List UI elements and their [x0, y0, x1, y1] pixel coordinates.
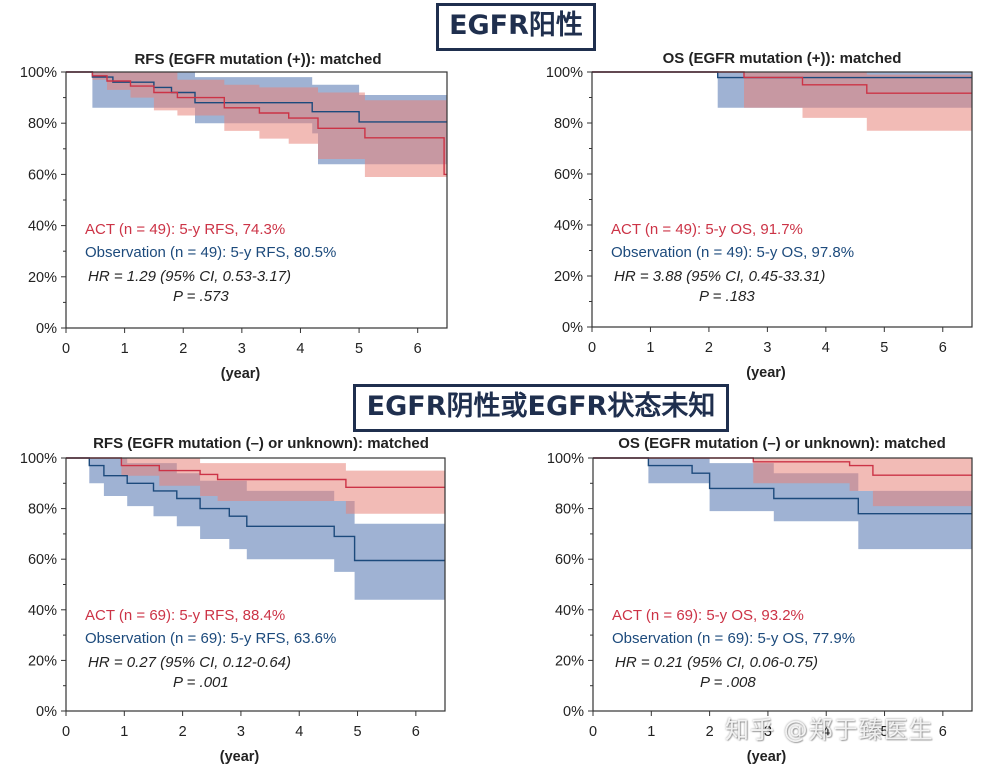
p-value: P = .573 — [173, 288, 229, 305]
x-tick-label: 0 — [62, 724, 70, 740]
observation-ci-band — [593, 458, 972, 550]
hazard-ratio: HR = 1.29 (95% CI, 0.53-3.17) — [88, 268, 291, 285]
x-tick-label: 2 — [706, 724, 714, 740]
chart-os_neg: OS (EGFR mutation (–) or unknown): match… — [547, 435, 973, 765]
chart-title: OS (EGFR mutation (–) or unknown): match… — [618, 435, 946, 452]
egfr-positive-heading: EGFR阳性 — [436, 3, 596, 51]
y-tick-label: 20% — [28, 270, 57, 286]
act-survival-line — [66, 457, 445, 488]
y-tick-label: 40% — [555, 603, 584, 619]
x-tick-label: 4 — [822, 724, 830, 740]
x-tick-label: 3 — [764, 724, 772, 740]
act-survival-line — [66, 71, 447, 176]
observation-ci-band — [66, 458, 445, 600]
x-tick-label: 0 — [62, 341, 70, 357]
observation-survival-line — [66, 457, 445, 562]
x-tick-label: 2 — [179, 341, 187, 357]
x-tick-label: 0 — [589, 724, 597, 740]
x-tick-label: 5 — [880, 340, 888, 356]
chart-rfs_neg: RFS (EGFR mutation (–) or unknown): matc… — [20, 435, 446, 765]
p-value: P = .008 — [700, 674, 756, 691]
observation-annotation: Observation (n = 69): 5-y OS, 77.9% — [612, 630, 855, 647]
act-ci-band — [66, 458, 445, 514]
watermark: 知乎 @郑于臻医生 — [725, 716, 934, 744]
act-annotation: ACT (n = 49): 5-y OS, 91.7% — [611, 221, 803, 238]
chart-os_pos: OS (EGFR mutation (+)): matched 0% 20% 40% 6… — [546, 50, 973, 381]
observation-annotation: Observation (n = 69): 5-y RFS, 63.6% — [85, 630, 336, 647]
x-tick-label: 6 — [939, 724, 947, 740]
act-survival-line — [593, 457, 972, 476]
x-axis-label: (year) — [221, 366, 261, 382]
x-tick-label: 4 — [822, 340, 830, 356]
y-tick-label: 80% — [555, 502, 584, 518]
x-tick-label: 4 — [295, 724, 303, 740]
x-tick-label: 6 — [412, 724, 420, 740]
y-tick-label: 0% — [36, 704, 57, 720]
y-tick-label: 60% — [555, 552, 584, 568]
chart-title: RFS (EGFR mutation (+)): matched — [134, 51, 381, 68]
y-tick-label: 80% — [554, 116, 583, 132]
x-tick-label: 1 — [121, 341, 129, 357]
x-tick-label: 5 — [353, 724, 361, 740]
act-ci-band — [592, 72, 972, 131]
act-survival-line — [592, 71, 972, 94]
y-tick-label: 100% — [546, 65, 583, 81]
x-tick-label: 6 — [414, 341, 422, 357]
y-tick-label: 40% — [28, 603, 57, 619]
x-tick-label: 6 — [939, 340, 947, 356]
x-tick-label: 2 — [179, 724, 187, 740]
x-tick-label: 3 — [763, 340, 771, 356]
hazard-ratio: HR = 0.27 (95% CI, 0.12-0.64) — [88, 654, 291, 671]
x-tick-label: 2 — [705, 340, 713, 356]
y-tick-label: 60% — [28, 167, 57, 183]
chart-rfs_pos: RFS (EGFR mutation (+)): matched 0% 20% 40%… — [20, 51, 448, 382]
y-tick-label: 80% — [28, 502, 57, 518]
observation-annotation: Observation (n = 49): 5-y RFS, 80.5% — [85, 244, 336, 261]
egfr-negative-heading: EGFR阴性或EGFR状态未知 — [353, 384, 729, 432]
y-tick-label: 100% — [547, 451, 584, 467]
y-tick-label: 80% — [28, 116, 57, 132]
chart-title: OS (EGFR mutation (+)): matched — [663, 50, 902, 67]
chart-title: RFS (EGFR mutation (–) or unknown): matc… — [93, 435, 429, 452]
p-value: P = .001 — [173, 674, 229, 691]
y-tick-label: 20% — [554, 269, 583, 285]
hazard-ratio: HR = 0.21 (95% CI, 0.06-0.75) — [615, 654, 818, 671]
act-annotation: ACT (n = 69): 5-y RFS, 88.4% — [85, 607, 285, 624]
x-tick-label: 5 — [880, 724, 888, 740]
observation-survival-line — [66, 71, 447, 123]
x-tick-label: 5 — [355, 341, 363, 357]
y-tick-label: 100% — [20, 451, 57, 467]
y-tick-label: 0% — [36, 321, 57, 337]
act-annotation: ACT (n = 49): 5-y RFS, 74.3% — [85, 221, 285, 238]
x-tick-label: 4 — [296, 341, 304, 357]
y-tick-label: 0% — [563, 704, 584, 720]
x-tick-label: 0 — [588, 340, 596, 356]
y-tick-label: 20% — [555, 653, 584, 669]
x-axis-label: (year) — [746, 365, 786, 381]
x-tick-label: 3 — [237, 724, 245, 740]
p-value: P = .183 — [699, 288, 755, 305]
act-ci-band — [593, 458, 972, 507]
y-tick-label: 60% — [554, 167, 583, 183]
x-tick-label: 1 — [647, 724, 655, 740]
observation-survival-line — [593, 457, 972, 515]
y-tick-label: 20% — [28, 653, 57, 669]
x-tick-label: 1 — [120, 724, 128, 740]
hazard-ratio: HR = 3.88 (95% CI, 0.45-33.31) — [614, 268, 825, 285]
observation-annotation: Observation (n = 49): 5-y OS, 97.8% — [611, 244, 854, 261]
x-tick-label: 1 — [646, 340, 654, 356]
y-tick-label: 40% — [554, 218, 583, 234]
y-tick-label: 100% — [20, 65, 57, 81]
x-tick-label: 3 — [238, 341, 246, 357]
act-annotation: ACT (n = 69): 5-y OS, 93.2% — [612, 607, 804, 624]
x-axis-label: (year) — [220, 749, 260, 765]
x-axis-label: (year) — [747, 749, 787, 765]
y-tick-label: 60% — [28, 552, 57, 568]
y-tick-label: 0% — [562, 320, 583, 336]
y-tick-label: 40% — [28, 219, 57, 235]
